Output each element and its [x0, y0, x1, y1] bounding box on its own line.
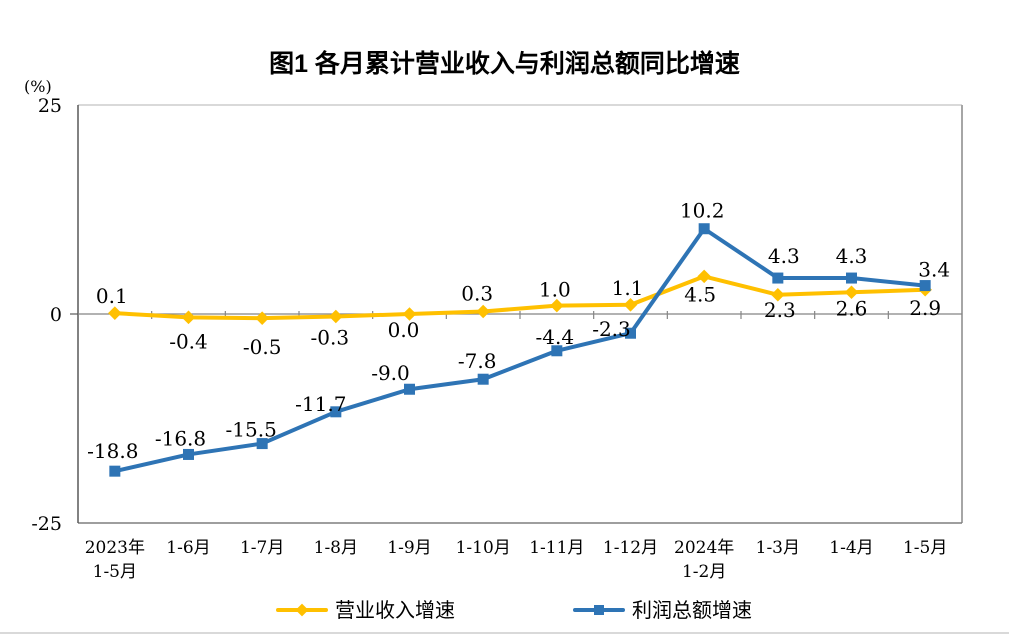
profit-growth-data-label: -4.4 [536, 325, 575, 349]
profit-growth-data-label: -16.8 [155, 426, 206, 450]
x-axis-label: 1-5月 [93, 562, 137, 582]
chart-title: 图1 各月累计营业收入与利润总额同比增速 [269, 50, 740, 78]
profit-growth-data-label: -9.0 [371, 361, 410, 385]
profit-growth-data-point-marker [477, 373, 489, 385]
revenue-growth-data-label: -0.3 [311, 326, 350, 350]
profit-growth-data-point-marker [183, 448, 194, 460]
profit-growth-data-point-marker [919, 280, 931, 292]
x-axis-label: 1-9月 [387, 538, 431, 558]
revenue-growth-data-label: -0.4 [169, 329, 208, 353]
revenue-growth-data-point-marker [771, 287, 785, 302]
revenue-series-swatch [276, 603, 328, 617]
revenue-growth-data-label: 0.1 [96, 284, 128, 308]
x-axis-label: 1-4月 [829, 538, 873, 558]
revenue-growth-data-point-marker [476, 304, 490, 319]
profit-growth-data-point-marker [109, 465, 121, 477]
x-axis-label: 1-2月 [682, 562, 726, 582]
profit-growth-data-label: -2.3 [592, 317, 631, 341]
y-tick-label: 0 [50, 304, 62, 326]
revenue-growth-data-label: 4.5 [684, 282, 716, 306]
profit-growth-data-point-marker [846, 272, 857, 284]
revenue-growth-data-label: 0.3 [461, 281, 493, 305]
x-axis-label: 1-3月 [756, 538, 800, 558]
profit-growth-data-point-marker [256, 438, 268, 450]
revenue-growth-data-label: 2.3 [764, 298, 796, 322]
square-marker-icon [594, 605, 604, 615]
x-axis-label: 1-12月 [603, 538, 658, 558]
profit-growth-data-label: 10.2 [680, 199, 725, 223]
revenue-growth-data-point-marker [697, 269, 711, 284]
revenue-growth-data-label: 1.0 [539, 278, 571, 302]
revenue-growth-data-label: 0.0 [388, 318, 420, 342]
profit-growth-data-point-marker [404, 383, 415, 395]
profit-growth-data-label: -11.7 [295, 392, 346, 416]
revenue-growth-line [112, 274, 928, 321]
profit-growth-line [112, 226, 928, 474]
profit-growth-data-label: 4.3 [836, 244, 868, 268]
revenue-growth-data-label: 2.9 [909, 296, 941, 320]
x-axis-label: 1-8月 [314, 538, 358, 558]
revenue-growth-data-point-marker [402, 307, 417, 321]
revenue-growth-data-label: 2.6 [836, 296, 868, 320]
x-axis-label: 1-6月 [166, 538, 210, 558]
x-axis-label: 2023年 [85, 538, 145, 558]
revenue-growth-data-point-marker [255, 311, 269, 325]
revenue-growth-data-label: -0.5 [243, 335, 282, 359]
legend-label-profit-growth: 利润总额增速 [632, 598, 752, 622]
revenue-growth-data-point-marker [550, 298, 564, 313]
x-axis-label: 1-11月 [529, 538, 584, 558]
profit-growth-data-point-marker [330, 406, 342, 418]
x-axis-label: 2024年 [674, 538, 734, 558]
profit-series-swatch [573, 603, 625, 617]
profit-growth-data-label: -7.8 [458, 349, 497, 373]
profit-growth-data-point-marker [772, 272, 784, 284]
x-axis-label: 1-10月 [456, 538, 511, 558]
revenue-growth-data-point-marker [181, 310, 196, 325]
profit-growth-data-point-marker [551, 345, 563, 357]
y-tick-label: -25 [31, 513, 62, 535]
profit-growth-data-point-marker [625, 327, 636, 339]
x-axis-label: 1-7月 [240, 538, 284, 558]
y-tick-label: 25 [38, 95, 62, 117]
y-axis-unit-label: (%) [24, 77, 52, 96]
diamond-marker-icon [295, 603, 309, 617]
revenue-growth-data-point-marker [329, 309, 343, 324]
profit-growth-data-label: -18.8 [87, 439, 138, 463]
profit-growth-data-point-marker [698, 223, 710, 235]
profit-growth-data-label: 3.4 [918, 258, 950, 282]
revenue-growth-data-point-marker [108, 306, 122, 320]
legend-label-revenue-growth: 营业收入增速 [335, 598, 455, 622]
x-axis-label: 1-5月 [903, 538, 947, 558]
legend-item-revenue-growth: 营业收入增速 [276, 599, 455, 621]
figure-bottom-border [0, 632, 1009, 634]
profit-growth-data-label: -15.5 [226, 418, 277, 442]
revenue-growth-data-label: 1.1 [612, 276, 644, 300]
revenue-growth-data-point-marker [844, 285, 859, 300]
revenue-growth-data-point-marker [623, 298, 638, 312]
legend-item-profit-growth: 利润总额增速 [573, 599, 752, 621]
profit-growth-data-label: 4.3 [768, 244, 800, 268]
